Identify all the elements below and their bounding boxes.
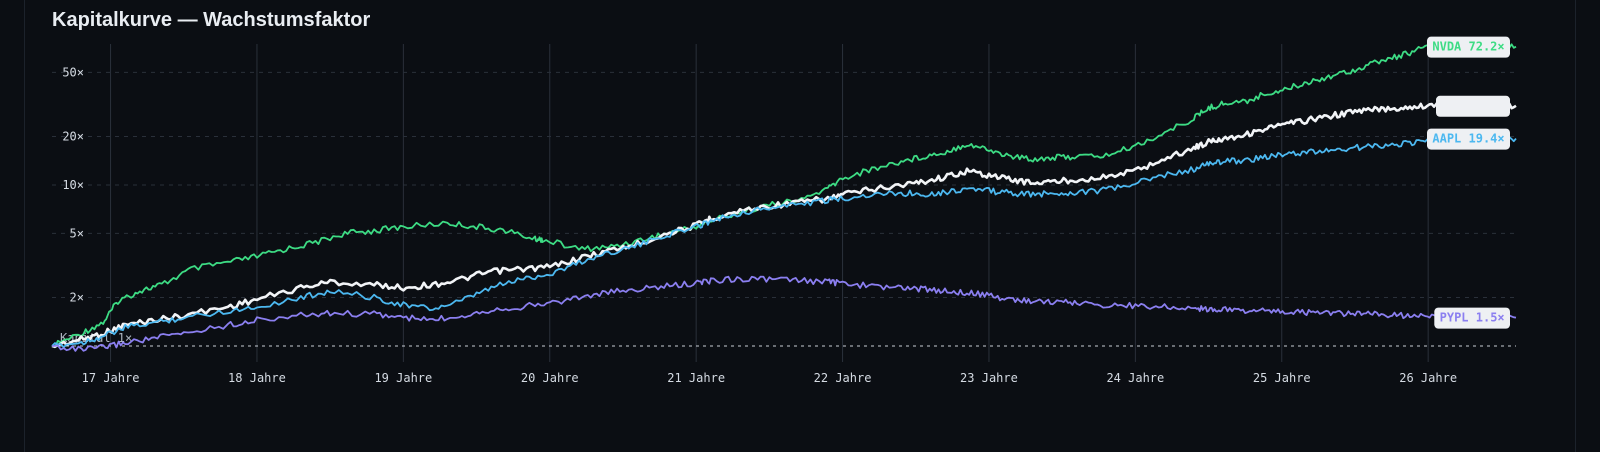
- end-label-box-portfolio: [1436, 95, 1510, 117]
- x-tick-22-jahre: 22 Jahre: [814, 371, 872, 385]
- y-tick-5: 5×: [70, 226, 84, 240]
- series-line-pypl: [51, 275, 1517, 352]
- end-label-nvda: NVDA 72.2×: [1432, 40, 1504, 54]
- end-label-box-aapl: [1427, 128, 1510, 150]
- y-tick-2: 2×: [70, 291, 84, 305]
- x-tick-20-jahre: 20 Jahre: [521, 371, 579, 385]
- end-label-pypl: PYPL 1.5×: [1440, 311, 1505, 325]
- x-tick-23-jahre: 23 Jahre: [960, 371, 1018, 385]
- series-line-nvda: [51, 41, 1517, 349]
- horizontal-grid: [52, 71, 1516, 299]
- page-title: Kapitalkurve — Wachstumsfaktor: [52, 9, 371, 31]
- y-tick-10: 10×: [62, 178, 84, 192]
- chart-panel: [24, 0, 1576, 452]
- x-tick-26-jahre: 26 Jahre: [1399, 371, 1457, 385]
- x-tick-24-jahre: 24 Jahre: [1106, 371, 1164, 385]
- series-line-aapl: [51, 134, 1517, 349]
- x-tick-17-jahre: 17 Jahre: [82, 371, 140, 385]
- y-axis-ticks: 2× 5× 10× 20× 50×: [62, 65, 84, 304]
- series-line-portfolio: [51, 97, 1517, 349]
- x-axis-ticks: 17 Jahre 18 Jahre 19 Jahre 20 Jahre 21 Jahre…: [82, 371, 1457, 385]
- end-label-box-nvda: [1427, 36, 1510, 58]
- vertical-grid: [110, 44, 1429, 362]
- end-label-box-pypl: [1434, 307, 1510, 329]
- end-label-aapl: AAPL 19.4×: [1432, 132, 1504, 146]
- x-tick-21-jahre: 21 Jahre: [667, 371, 725, 385]
- x-tick-25-jahre: 25 Jahre: [1253, 371, 1311, 385]
- series-end-labels: NVDA 72.2× AAPL 19.4× PYPL 1.5×: [1427, 36, 1510, 329]
- x-tick-19-jahre: 19 Jahre: [374, 371, 432, 385]
- series-lines: [51, 41, 1517, 352]
- x-tick-18-jahre: 18 Jahre: [228, 371, 286, 385]
- y-tick-50: 50×: [62, 65, 84, 79]
- baseline-group: Kapital 1×: [52, 331, 1516, 347]
- y-tick-20: 20×: [62, 129, 84, 143]
